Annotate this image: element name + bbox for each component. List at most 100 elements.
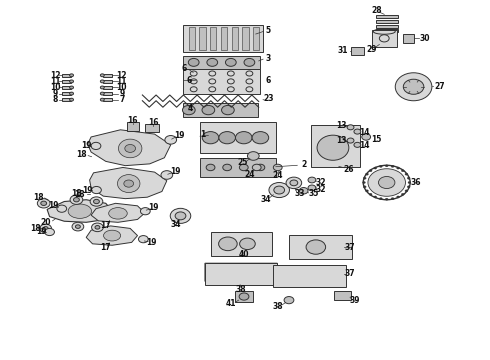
Text: 26: 26 [343, 166, 354, 175]
Text: 38: 38 [236, 284, 246, 293]
Bar [200, 158, 275, 177]
Ellipse shape [274, 186, 285, 194]
Bar [253, 27, 259, 50]
Bar [183, 103, 258, 117]
Text: 32: 32 [316, 178, 326, 187]
Text: 41: 41 [226, 299, 237, 308]
Polygon shape [91, 203, 145, 222]
Circle shape [141, 208, 150, 215]
Circle shape [385, 165, 388, 167]
Circle shape [236, 132, 252, 144]
Text: 9: 9 [119, 89, 124, 98]
Ellipse shape [395, 73, 432, 101]
Circle shape [207, 58, 218, 66]
Circle shape [347, 138, 354, 143]
Circle shape [244, 58, 255, 66]
Text: 9: 9 [53, 89, 58, 98]
Bar [62, 74, 71, 77]
Text: 15: 15 [371, 135, 381, 144]
Ellipse shape [119, 139, 142, 158]
Circle shape [308, 177, 316, 183]
Ellipse shape [124, 180, 134, 187]
Bar [126, 122, 139, 131]
Circle shape [100, 74, 104, 77]
Text: 27: 27 [434, 82, 445, 91]
Ellipse shape [286, 177, 302, 189]
Text: 18: 18 [33, 193, 44, 202]
Circle shape [94, 199, 99, 204]
Circle shape [70, 80, 74, 83]
Bar [403, 34, 414, 43]
Circle shape [202, 105, 215, 115]
Text: 8: 8 [53, 95, 58, 104]
Bar [183, 25, 263, 52]
Bar [311, 125, 360, 167]
Circle shape [363, 177, 366, 179]
Bar [376, 20, 398, 23]
Circle shape [70, 98, 74, 101]
Text: 19: 19 [171, 167, 181, 176]
Text: 25: 25 [238, 158, 248, 167]
Text: 28: 28 [371, 6, 382, 15]
Text: 18: 18 [74, 190, 85, 199]
Circle shape [379, 165, 382, 167]
Circle shape [273, 164, 282, 171]
Circle shape [90, 197, 103, 206]
Text: 34: 34 [261, 195, 271, 204]
Circle shape [100, 98, 104, 101]
Circle shape [40, 224, 51, 233]
Bar [221, 27, 227, 50]
Text: 2: 2 [301, 160, 306, 169]
Text: 14: 14 [360, 141, 370, 150]
Text: 17: 17 [100, 243, 111, 252]
Ellipse shape [118, 175, 140, 193]
Text: 24: 24 [245, 170, 255, 179]
Circle shape [252, 164, 261, 171]
Circle shape [100, 80, 104, 83]
Polygon shape [90, 167, 167, 199]
Circle shape [43, 226, 48, 230]
Circle shape [92, 186, 101, 194]
Circle shape [369, 170, 372, 172]
Circle shape [206, 164, 215, 171]
Bar [243, 27, 248, 50]
Circle shape [139, 235, 148, 243]
Ellipse shape [170, 208, 191, 224]
Bar [62, 80, 71, 83]
Circle shape [100, 86, 104, 89]
Text: 39: 39 [350, 296, 360, 305]
Text: 10: 10 [50, 83, 61, 92]
Text: 20: 20 [40, 218, 51, 227]
Text: 19: 19 [36, 228, 47, 237]
Bar [211, 231, 271, 256]
Text: 5: 5 [266, 26, 271, 35]
Bar [183, 69, 260, 94]
Ellipse shape [109, 208, 127, 219]
Circle shape [391, 198, 394, 200]
Bar [103, 92, 112, 95]
Bar [103, 74, 112, 77]
Text: 29: 29 [367, 45, 377, 54]
Circle shape [308, 185, 316, 191]
Ellipse shape [68, 204, 92, 219]
Circle shape [182, 105, 195, 115]
Ellipse shape [175, 212, 186, 220]
Text: 40: 40 [239, 250, 249, 259]
Text: 19: 19 [174, 131, 184, 140]
Bar [376, 15, 398, 18]
Circle shape [366, 190, 368, 192]
Text: 24: 24 [272, 171, 283, 180]
Circle shape [100, 92, 104, 95]
Circle shape [284, 297, 294, 304]
Text: 6: 6 [186, 76, 192, 85]
Bar [205, 263, 277, 285]
Circle shape [247, 152, 259, 160]
Bar [210, 27, 217, 50]
Bar [62, 98, 71, 101]
Text: 19: 19 [81, 141, 92, 150]
Text: 18: 18 [30, 224, 41, 233]
Ellipse shape [103, 230, 121, 241]
Text: 30: 30 [419, 34, 430, 43]
Text: 36: 36 [411, 178, 421, 187]
Circle shape [240, 164, 248, 171]
